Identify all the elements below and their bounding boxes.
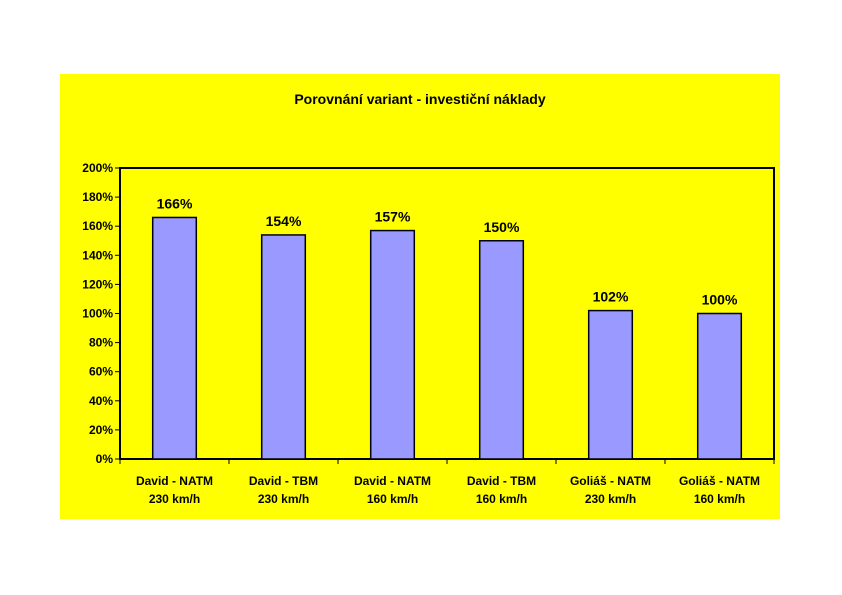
x-category-label: 160 km/h: [367, 492, 418, 506]
x-category-label: 230 km/h: [149, 492, 200, 506]
plot-area: [119, 167, 775, 460]
data-label: 100%: [702, 292, 738, 308]
x-category-label: David - TBM: [467, 474, 536, 488]
x-category-label: David - NATM: [354, 474, 431, 488]
bars: [151, 216, 743, 460]
y-tick-label: 160%: [82, 219, 113, 233]
bar: [696, 312, 743, 460]
x-category-label: David - TBM: [249, 474, 318, 488]
data-labels: 166% 154% 157% 150% 102% 100%: [157, 195, 738, 307]
data-label: 150%: [484, 219, 520, 235]
chart-title: Porovnání variant - investiční náklady: [294, 91, 546, 107]
x-category-label: Goliáš - NATM: [570, 474, 651, 488]
y-tick-label: 60%: [89, 365, 113, 379]
y-tick-label: 140%: [82, 248, 113, 262]
x-category-label: 160 km/h: [694, 492, 745, 506]
y-tick-label: 0%: [96, 452, 114, 466]
x-category-label: David - NATM: [136, 474, 213, 488]
y-tick-label: 200%: [82, 161, 113, 175]
x-axis: David - NATM 230 km/h David - TBM 230 km/h D…: [119, 459, 775, 506]
y-axis: 0% 20% 40% 60% 80% 100% 120% 140% 160% 180% 200%: [82, 161, 120, 466]
y-tick-label: 20%: [89, 423, 113, 437]
y-tick-label: 80%: [89, 336, 113, 350]
bar: [151, 216, 198, 460]
y-tick-label: 100%: [82, 307, 113, 321]
x-category-label: 230 km/h: [258, 492, 309, 506]
bar: [478, 240, 525, 460]
data-label: 157%: [375, 209, 411, 225]
y-tick-label: 40%: [89, 394, 113, 408]
y-tick-label: 120%: [82, 277, 113, 291]
bar: [369, 229, 416, 460]
bar: [260, 234, 307, 460]
bar: [587, 309, 634, 460]
data-label: 154%: [266, 213, 302, 229]
x-category-label: Goliáš - NATM: [679, 474, 760, 488]
y-tick-label: 180%: [82, 190, 113, 204]
x-category-label: 160 km/h: [476, 492, 527, 506]
x-category-label: 230 km/h: [585, 492, 636, 506]
data-label: 166%: [157, 195, 193, 211]
data-label: 102%: [593, 289, 629, 305]
